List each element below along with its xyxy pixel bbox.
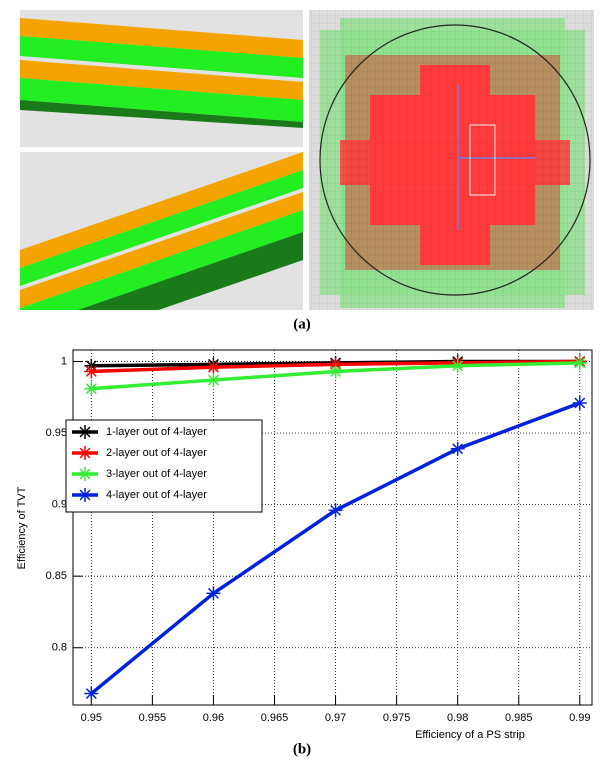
page: (a) Efficiency of TVT Efficiency of a PS… — [0, 0, 604, 763]
x-tick-label: 0.96 — [203, 712, 224, 724]
figure: (a) Efficiency of TVT Efficiency of a PS… — [0, 0, 604, 758]
x-tick-label: 0.985 — [505, 712, 533, 724]
x-tick-label: 0.97 — [325, 712, 346, 724]
data-point — [206, 360, 220, 374]
legend-label: 2-layer out of 4-layer — [106, 447, 207, 459]
legend-marker — [78, 488, 92, 502]
x-tick-label: 0.965 — [261, 712, 289, 724]
x-axis-title: Efficiency of a PS strip — [415, 729, 525, 741]
data-point — [451, 359, 465, 373]
detector-image — [309, 10, 594, 310]
legend-marker — [78, 425, 92, 439]
data-point — [206, 373, 220, 387]
y-tick-label: 0.9 — [52, 499, 67, 511]
strip-image-bottom — [20, 152, 303, 358]
legend-marker — [78, 467, 92, 481]
data-point — [329, 364, 343, 378]
x-tick-label: 0.95 — [81, 712, 102, 724]
x-tick-label: 0.975 — [383, 712, 411, 724]
panel-label: (b) — [293, 741, 311, 757]
x-tick-label: 0.98 — [447, 712, 468, 724]
data-point — [329, 503, 343, 517]
y-tick-label: 0.8 — [52, 642, 67, 654]
x-tick-label: 0.99 — [569, 712, 590, 724]
y-tick-label: 1 — [61, 355, 67, 367]
y-axis-title: Efficiency of TVT — [16, 486, 28, 569]
x-tick-label: 0.955 — [139, 712, 167, 724]
panel-label: (a) — [293, 316, 311, 332]
legend-marker — [78, 446, 92, 460]
legend-label: 3-layer out of 4-layer — [106, 468, 207, 480]
y-tick-label: 0.95 — [46, 427, 67, 439]
legend-label: 4-layer out of 4-layer — [106, 489, 207, 501]
data-point — [451, 442, 465, 456]
legend-label: 1-layer out of 4-layer — [106, 426, 207, 438]
y-tick-label: 0.85 — [46, 570, 67, 582]
strip-image-top — [20, 10, 303, 147]
plot-frame — [73, 350, 592, 705]
